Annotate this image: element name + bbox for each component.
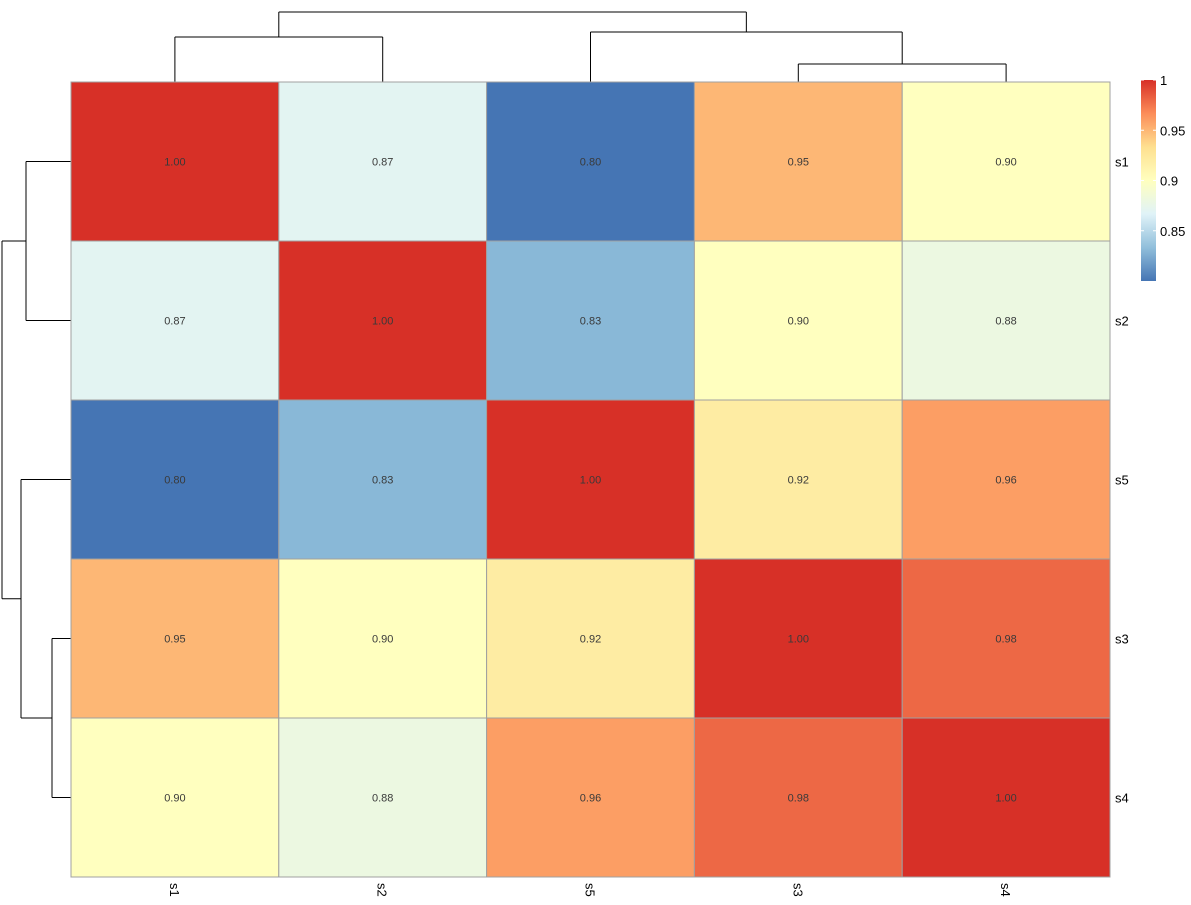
cell-value-label: 0.87 xyxy=(372,157,393,169)
heatmap-cell-s2-s3 xyxy=(693,240,903,401)
cell-value-label: 0.87 xyxy=(164,316,185,328)
cell-value-label: 0.90 xyxy=(164,793,185,805)
row-label-s4: s4 xyxy=(1115,791,1129,806)
legend-tick-label: 0.95 xyxy=(1160,123,1185,138)
row-label-s1: s1 xyxy=(1115,155,1129,170)
column-label-s5: s5 xyxy=(583,883,598,897)
cell-value-label: 0.92 xyxy=(580,634,601,646)
column-label-s3: s3 xyxy=(790,883,805,897)
column-dendrogram xyxy=(174,11,1007,82)
cell-value-label: 0.98 xyxy=(995,634,1016,646)
cell-value-label: 0.90 xyxy=(788,316,809,328)
cell-value-label: 0.88 xyxy=(372,793,393,805)
color-legend: 1 0.95 0.9 0.85 xyxy=(1141,73,1185,281)
heatmap-cell-s5-s4 xyxy=(901,399,1111,560)
heatmap-cell-s4-s4 xyxy=(901,717,1111,878)
legend-tick-label: 0.85 xyxy=(1160,224,1185,239)
heatmap-cell-s2-s5 xyxy=(486,240,695,401)
heatmap-cell-s1-s4 xyxy=(901,81,1111,242)
cell-value-label: 1.00 xyxy=(372,316,393,328)
heatmap-cell-s3-s3 xyxy=(693,558,903,719)
heatmap-cell-s1-s1 xyxy=(70,81,280,242)
row-label-s3: s3 xyxy=(1115,632,1129,647)
heatmap-cells: 1.00 0.87 0.80 0.95 0.90 0.87 1.00 0.83 0.90 0.88… xyxy=(70,81,1111,878)
cell-value-label: 0.98 xyxy=(788,793,809,805)
column-label-s1: s1 xyxy=(167,883,182,897)
heatmap-cell-s4-s5 xyxy=(486,717,695,878)
cell-value-label: 0.95 xyxy=(788,157,809,169)
heatmap-cell-s4-s1 xyxy=(70,717,280,878)
cell-value-label: 0.88 xyxy=(995,316,1016,328)
cell-value-label: 0.80 xyxy=(580,157,601,169)
heatmap-cell-s2-s1 xyxy=(70,240,280,401)
cell-value-label: 0.83 xyxy=(580,316,601,328)
cell-value-label: 1.00 xyxy=(995,793,1016,805)
row-labels: s1 s2 s5 s3 s4 xyxy=(1115,155,1129,806)
cell-value-label: 1.00 xyxy=(788,634,809,646)
cell-value-label: 0.90 xyxy=(995,157,1016,169)
cell-value-label: 1.00 xyxy=(580,475,601,487)
heatmap-cell-s1-s3 xyxy=(693,81,903,242)
column-label-s2: s2 xyxy=(375,883,390,897)
heatmap-cell-s3-s2 xyxy=(278,558,488,719)
row-label-s5: s5 xyxy=(1115,473,1129,488)
legend-colorbar xyxy=(1141,80,1156,281)
heatmap-cell-s5-s5 xyxy=(486,399,695,560)
legend-tick-label: 0.9 xyxy=(1160,174,1178,189)
cell-value-label: 1.00 xyxy=(164,157,185,169)
heatmap-cell-s3-s4 xyxy=(901,558,1111,719)
heatmap-cell-s5-s2 xyxy=(278,399,488,560)
heatmap-cell-s3-s5 xyxy=(486,558,695,719)
cell-value-label: 0.80 xyxy=(164,475,185,487)
heatmap-cell-s1-s5 xyxy=(486,81,695,242)
cell-value-label: 0.96 xyxy=(580,793,601,805)
heatmap-cell-s4-s3 xyxy=(693,717,903,878)
heatmap-cell-s2-s2 xyxy=(278,240,488,401)
cell-value-label: 0.92 xyxy=(788,475,809,487)
cell-value-label: 0.96 xyxy=(995,475,1016,487)
cell-value-label: 0.83 xyxy=(372,475,393,487)
heatmap-cell-s5-s1 xyxy=(70,399,280,560)
legend-tick-label: 1 xyxy=(1160,73,1167,88)
heatmap-cell-s4-s2 xyxy=(278,717,488,878)
row-dendrogram xyxy=(1,161,71,798)
heatmap-cell-s3-s1 xyxy=(70,558,280,719)
heatmap-cell-s2-s4 xyxy=(901,240,1111,401)
column-labels: s1 s2 s5 s3 s4 xyxy=(167,883,1013,897)
heatmap-cell-s5-s3 xyxy=(693,399,903,560)
column-label-s4: s4 xyxy=(998,883,1013,897)
row-label-s2: s2 xyxy=(1115,314,1129,329)
cell-value-label: 0.90 xyxy=(372,634,393,646)
heatmap-cell-s1-s2 xyxy=(278,81,488,242)
cell-value-label: 0.95 xyxy=(164,634,185,646)
